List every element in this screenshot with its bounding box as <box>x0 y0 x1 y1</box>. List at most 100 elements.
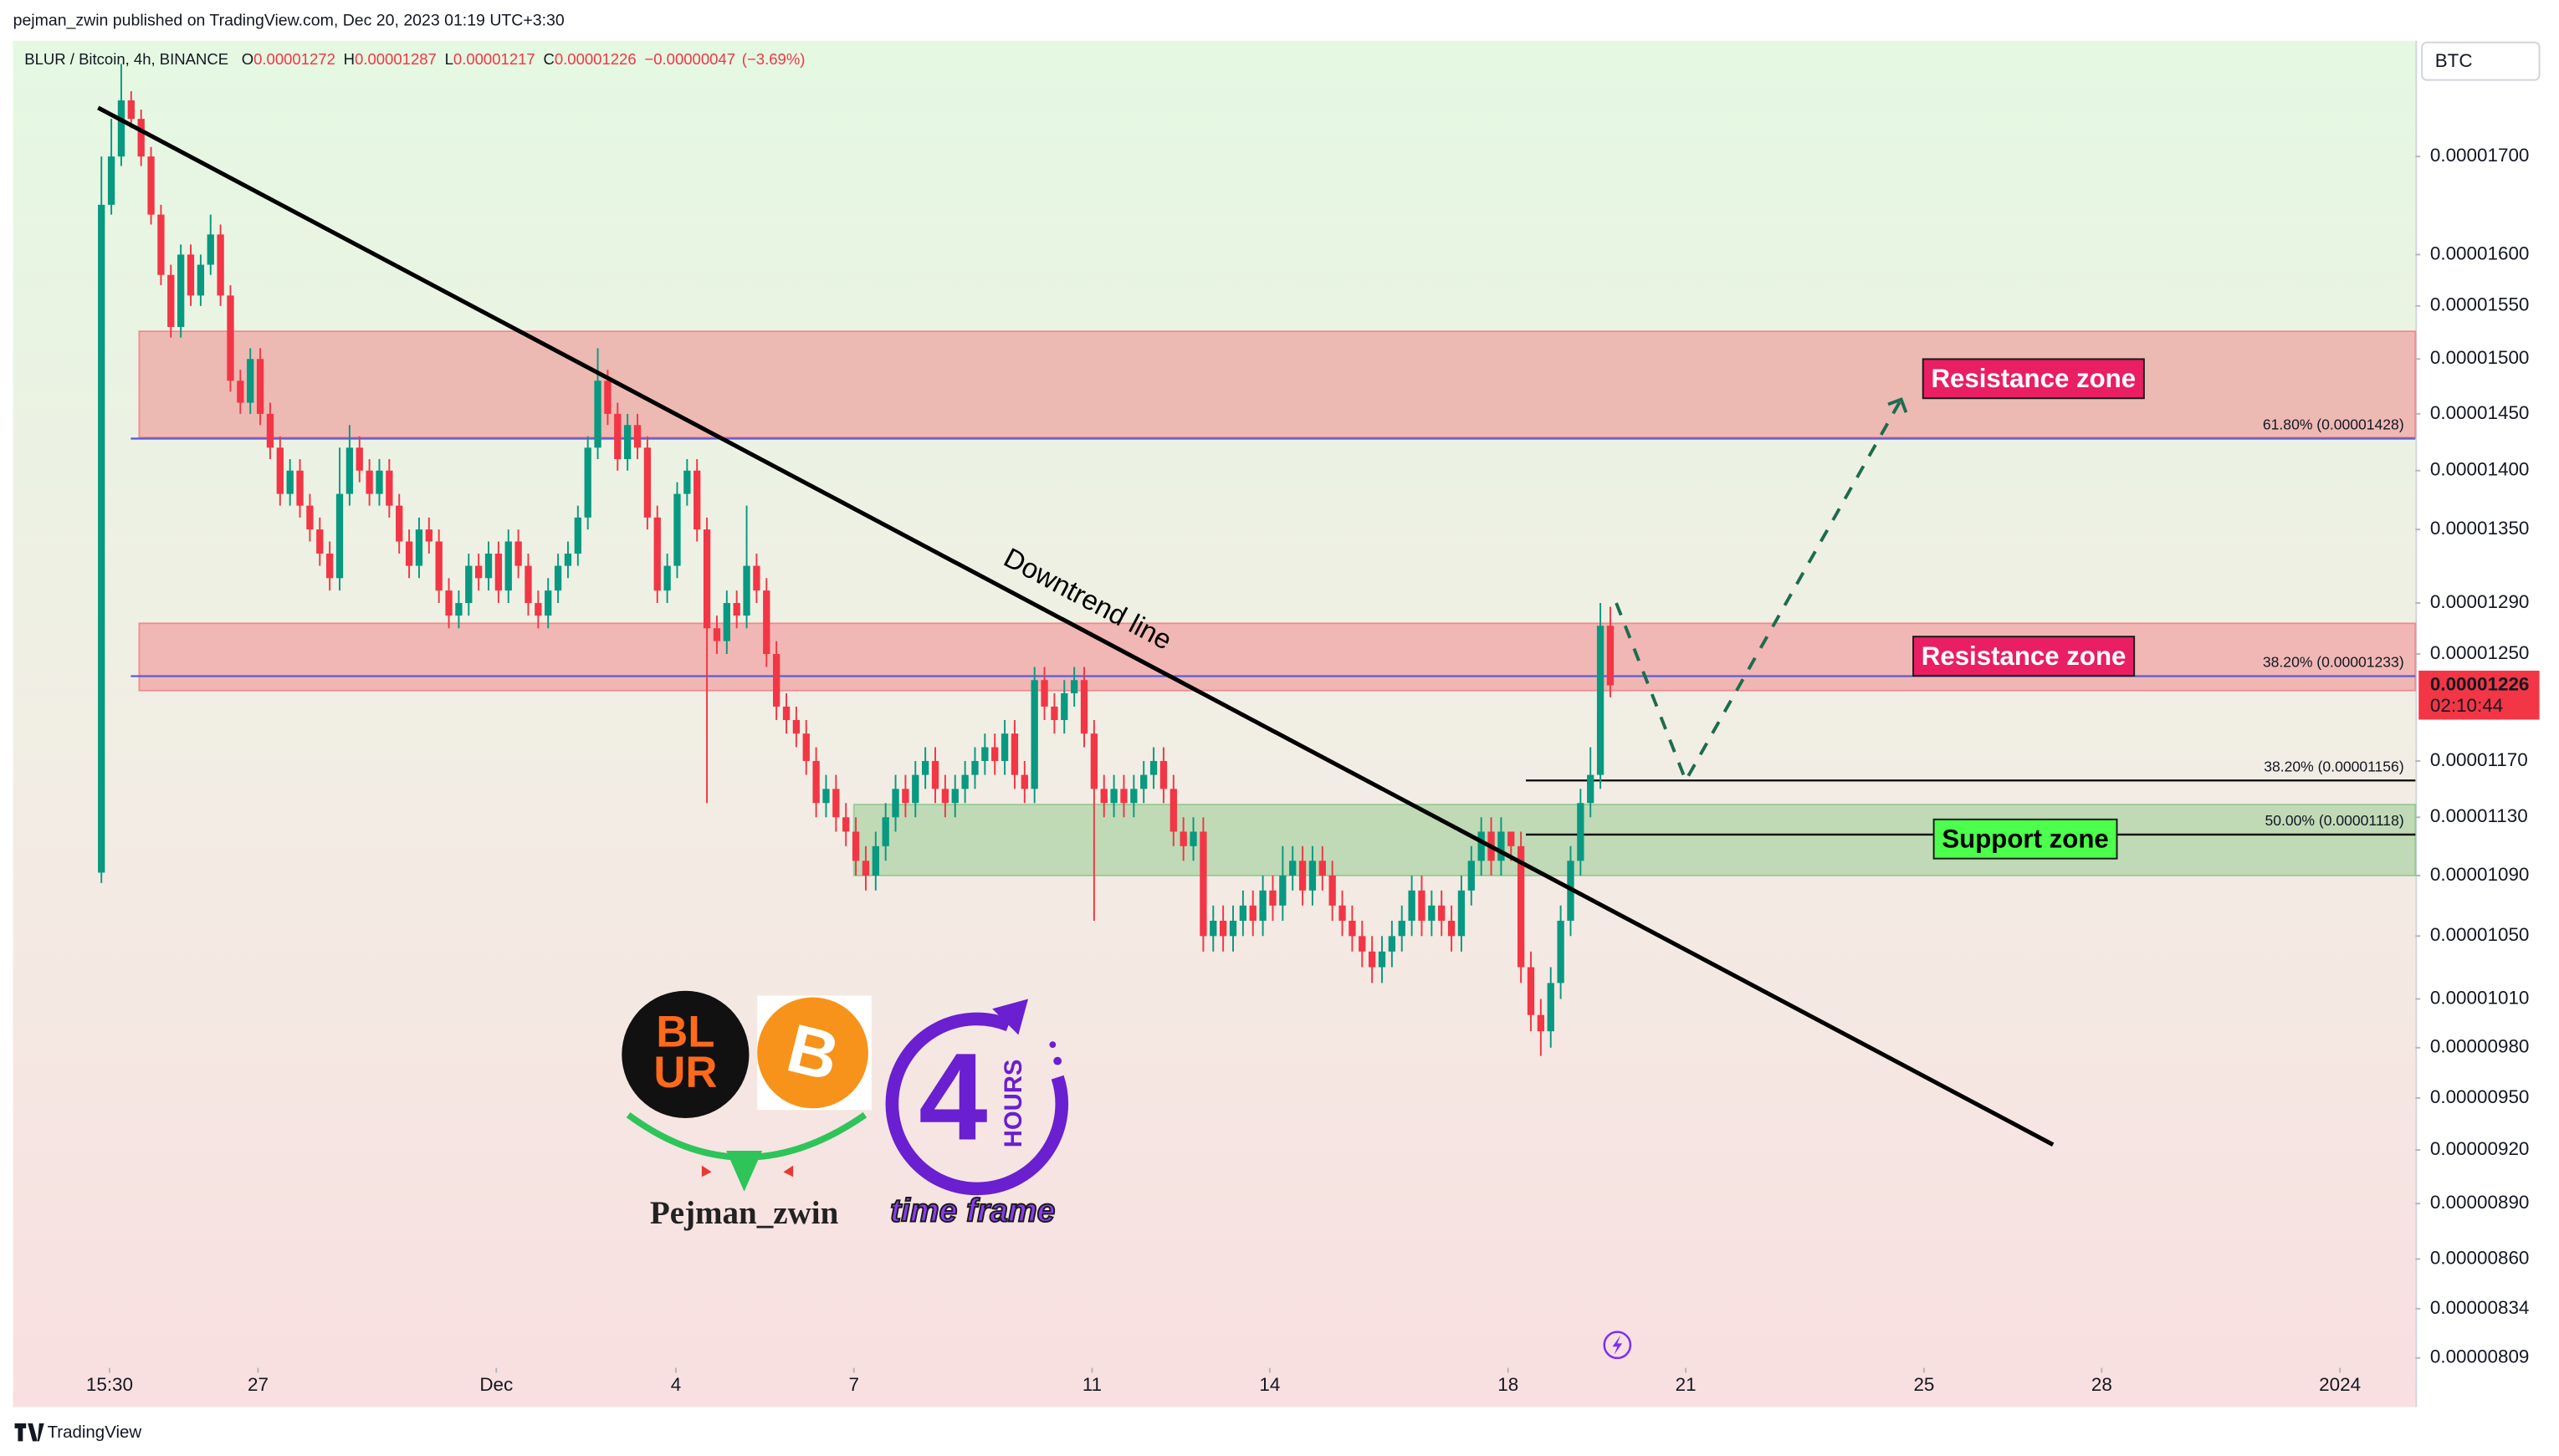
candle-body <box>991 747 999 761</box>
y-tick-label: 0.00000920 <box>2430 1138 2530 1159</box>
candle-body <box>1200 831 1207 937</box>
y-tick-label: 0.00001550 <box>2430 294 2530 315</box>
y-tick-label: 0.00000980 <box>2430 1036 2530 1057</box>
candle-body <box>1180 831 1187 846</box>
candle-body <box>792 719 801 734</box>
candle-body <box>852 831 860 861</box>
candle-body <box>1318 861 1326 876</box>
candle-body <box>1061 692 1068 720</box>
time-frame: time frame <box>890 1193 1055 1229</box>
candle-body <box>1140 774 1148 789</box>
candle-body <box>207 234 214 265</box>
y-tick-label: 0.00001050 <box>2430 924 2530 945</box>
candle-body <box>822 789 830 804</box>
candle-body <box>564 553 572 566</box>
y-tick-label: 0.00000890 <box>2430 1192 2530 1213</box>
x-tick-label: 27 <box>248 1374 269 1395</box>
icon-bolt[interactable] <box>1612 1335 1623 1355</box>
candle-body <box>892 789 899 818</box>
zone-label-box <box>1912 636 2136 677</box>
candle-body <box>545 590 552 616</box>
candle-body <box>653 517 661 591</box>
candle-body <box>604 381 612 414</box>
candle-body <box>376 470 383 494</box>
candle-body <box>1021 774 1028 789</box>
candle-body <box>177 254 185 327</box>
candle-body <box>296 470 304 506</box>
candle-body <box>971 760 979 775</box>
blur-text-bottom: UR <box>653 1048 717 1097</box>
y-tick-label: 0.00001450 <box>2430 402 2530 423</box>
candle-body <box>1269 890 1277 906</box>
hours-number: 4 <box>919 1028 987 1166</box>
currency-box[interactable] <box>2421 41 2541 81</box>
x-tick-label: 4 <box>671 1374 681 1395</box>
x-tick-label: 21 <box>1676 1374 1697 1395</box>
legend: BLUR / Bitcoin, 4h, BINANCE O0.00001272 H0… <box>24 50 805 68</box>
candle-body <box>1080 680 1088 734</box>
candle-body <box>1606 626 1615 686</box>
zone-label-box <box>1932 818 2118 860</box>
candle-body <box>1130 789 1138 804</box>
plot-layer: 61.80% (0.00001428) 38.20% (0.00001233) 38… <box>97 64 2417 1147</box>
hours-word: HOURS <box>1001 1060 1027 1148</box>
candle-body <box>1070 680 1078 693</box>
replay-icon[interactable] <box>1603 1331 1632 1360</box>
candle-body <box>1398 920 1405 937</box>
candle-body <box>415 529 423 566</box>
currency[interactable]: BTC <box>2435 50 2473 71</box>
candle-body <box>1041 680 1048 707</box>
candle-body <box>1378 951 1386 968</box>
y-tick-label: 0.00001600 <box>2430 243 2530 263</box>
candle-body <box>1527 967 1535 1015</box>
zone-label-box <box>1922 358 2145 400</box>
y-tick-label: 0.00001010 <box>2430 987 2530 1008</box>
candle-body <box>1338 905 1346 921</box>
candle-body <box>306 505 314 530</box>
y-tick-label: 0.00000834 <box>2430 1297 2530 1318</box>
candle-body <box>117 100 125 157</box>
byline: pejman_zwin published on TradingView.com… <box>13 12 565 30</box>
candle-body <box>1219 920 1227 937</box>
candle-body <box>931 760 939 789</box>
legend-open-label: O <box>242 50 253 68</box>
legend-low: 0.00001217 <box>453 50 535 68</box>
y-tick-label: 0.00001250 <box>2430 642 2530 663</box>
candle-body <box>217 234 224 296</box>
candle-body <box>316 529 324 554</box>
candle-body <box>1259 890 1267 921</box>
watermark: BL UR B Pejman_zwin 4 HOURS time frame <box>622 990 1069 1231</box>
candle-body <box>554 565 562 591</box>
candle-body <box>1051 706 1058 720</box>
candle-body <box>474 565 483 579</box>
candle-body <box>1388 936 1396 952</box>
y-tick-label: 0.00001500 <box>2430 347 2530 368</box>
candle-body <box>1110 789 1118 804</box>
candle-body <box>1587 774 1594 804</box>
candle-body <box>872 846 879 876</box>
icon-ring[interactable] <box>1603 1331 1632 1360</box>
x-tick-label: 15:30 <box>86 1374 133 1395</box>
candle-body <box>405 541 413 566</box>
candle-body <box>187 254 195 296</box>
x-tick-label: 7 <box>848 1374 858 1395</box>
candle-body <box>1308 861 1317 891</box>
legend-change-pct: (−3.69%) <box>742 50 806 68</box>
candle-body <box>941 789 949 804</box>
candle-body <box>345 447 354 494</box>
y-tick-label: 0.00001350 <box>2430 518 2530 539</box>
candle-body <box>763 590 770 654</box>
candle-body <box>425 529 432 542</box>
candle-body <box>862 861 870 876</box>
candle-body <box>1011 733 1019 775</box>
candle-body <box>713 628 721 641</box>
candle-body <box>167 274 175 327</box>
candle-body <box>514 541 522 566</box>
candle-body <box>1229 920 1237 937</box>
candle-body <box>157 214 165 275</box>
candle-body <box>623 425 632 459</box>
price-label: 0.00001226 <box>2430 673 2530 694</box>
candle-body <box>733 603 740 616</box>
legend-high: 0.00001287 <box>355 50 437 68</box>
candle-body <box>961 774 969 789</box>
